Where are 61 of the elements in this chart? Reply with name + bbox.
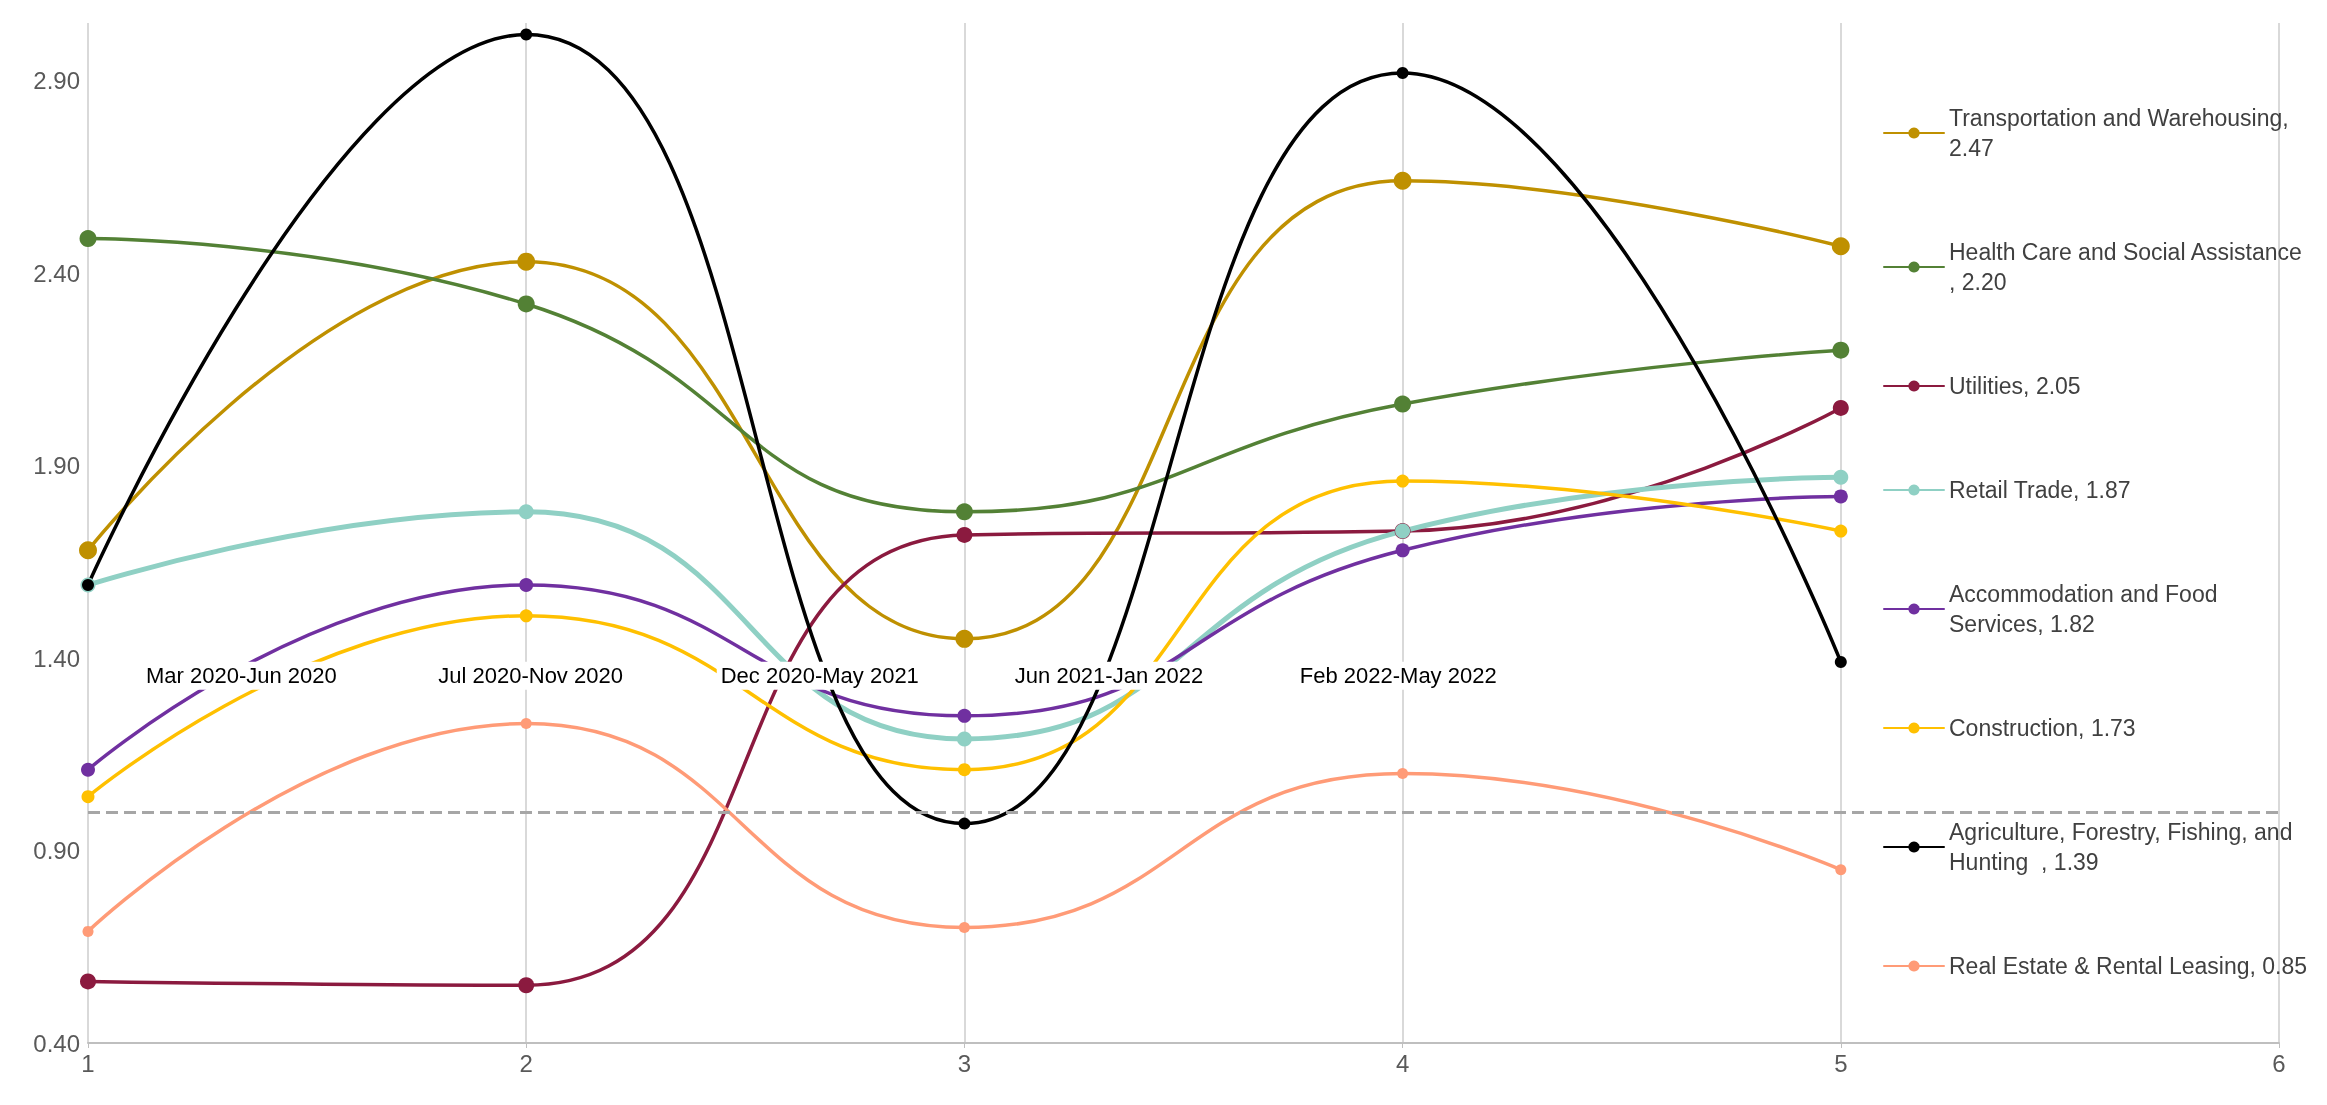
point: [79, 230, 97, 248]
x-tick-label: 3: [957, 1049, 972, 1077]
legend-label: Real Estate & Rental Leasing, 0.85: [1949, 953, 2308, 979]
legend-label: Retail Trade, 1.87: [1949, 477, 2131, 503]
legend-label: Transportation and Warehousing, 2.47: [1949, 105, 2296, 161]
point: [518, 977, 535, 994]
point: [957, 708, 972, 723]
point: [518, 504, 534, 520]
annotation: Feb 2022-May 2022: [1299, 663, 1497, 689]
point: [519, 609, 533, 623]
point: [958, 817, 971, 830]
point: [1833, 469, 1849, 485]
point: [956, 526, 973, 543]
point: [1394, 395, 1412, 413]
point: [81, 762, 95, 777]
y-tick-label: 1.90: [33, 452, 80, 480]
annotation: Dec 2020-May 2021: [720, 663, 919, 689]
x-tick-label: 6: [2272, 1049, 2286, 1077]
legend-label: Construction, 1.73: [1949, 715, 2136, 741]
point: [958, 922, 970, 934]
point: [1834, 655, 1847, 668]
point: [1395, 543, 1410, 558]
annotation: Mar 2020-Jun 2020: [145, 663, 337, 689]
y-tick-label: 0.90: [33, 837, 80, 865]
point: [79, 541, 97, 560]
point: [956, 731, 972, 747]
y-tick-label: 0.40: [33, 1029, 80, 1057]
point: [517, 252, 536, 271]
legend-label: Utilities, 2.05: [1949, 373, 2081, 399]
point: [1832, 341, 1850, 359]
point: [955, 629, 974, 648]
y-tick-label: 2.40: [33, 259, 80, 287]
point: [517, 295, 535, 313]
point: [957, 763, 971, 777]
point: [519, 577, 534, 592]
point: [1832, 399, 1849, 416]
legend-label: Health Care and Social Assistance, 2.20: [1949, 239, 2302, 295]
point: [80, 973, 96, 990]
point: [1834, 524, 1848, 538]
point: [1833, 489, 1848, 504]
annotation: Jun 2021-Jan 2022: [1014, 663, 1204, 689]
point: [1396, 67, 1409, 80]
point: [81, 790, 95, 804]
point: [520, 718, 532, 730]
x-tick-label: 2: [519, 1049, 533, 1077]
point: [1835, 864, 1847, 876]
x-tick-label: 5: [1834, 1049, 1848, 1077]
legend-label: Agriculture, Forestry, Fishing, and Hunting , 1.39: [1949, 819, 2299, 875]
point: [1397, 768, 1409, 780]
point: [520, 28, 533, 41]
y-tick-label: 2.90: [33, 67, 80, 95]
point: [82, 925, 94, 937]
x-tick-label: 4: [1395, 1049, 1410, 1077]
point: [1396, 474, 1410, 488]
point: [1393, 171, 1412, 190]
y-tick-label: 1.40: [33, 644, 80, 672]
point: [955, 503, 973, 521]
legend-label: Accommodation and Food Services, 1.82: [1949, 581, 2224, 637]
annotation: Jul 2020-Nov 2020: [438, 663, 623, 689]
x-tick-label: 1: [81, 1049, 95, 1077]
point: [1831, 237, 1850, 256]
